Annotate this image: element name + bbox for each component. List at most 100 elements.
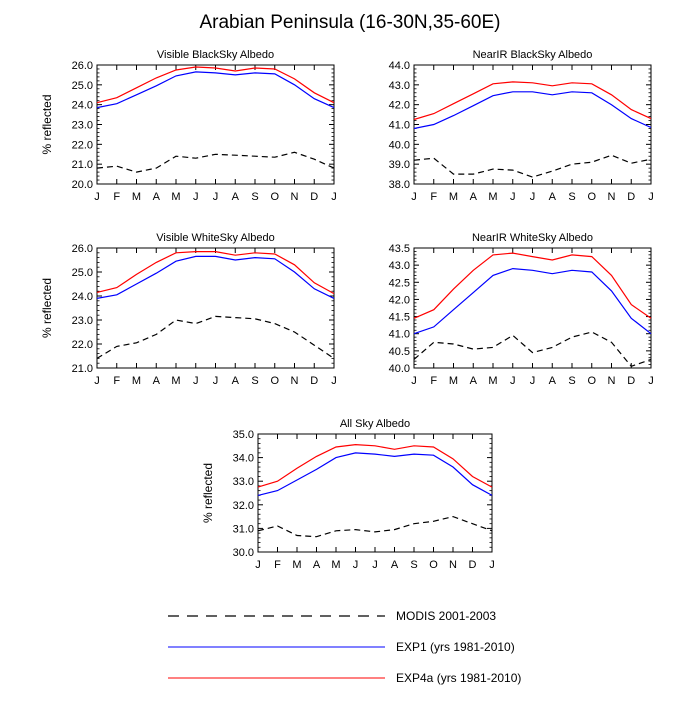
- y-tick-label: 35.0: [233, 429, 254, 441]
- x-tick-label: O: [587, 191, 596, 203]
- x-tick-label: S: [568, 375, 575, 387]
- x-tick-label: S: [410, 559, 417, 571]
- x-tick-label: M: [449, 191, 458, 203]
- y-tick-label: 20.0: [72, 179, 93, 191]
- y-tick-label: 21.0: [72, 159, 93, 171]
- x-tick-label: N: [291, 375, 299, 387]
- x-tick-label: M: [171, 191, 180, 203]
- x-tick-label: J: [213, 191, 219, 203]
- series-line-modis: [96, 151, 335, 173]
- x-tick-label: A: [232, 375, 240, 387]
- y-tick-label: 40.0: [389, 139, 410, 151]
- x-tick-label: O: [587, 375, 596, 387]
- x-tick-label: A: [153, 191, 161, 203]
- y-tick-label: 24.0: [72, 100, 93, 112]
- series-line-exp4a: [413, 81, 652, 121]
- x-tick-label: A: [391, 559, 399, 571]
- x-tick-label: J: [510, 375, 516, 387]
- y-tick-label: 43.0: [389, 80, 410, 92]
- panel-title: NearIR BlackSky Albedo: [473, 49, 593, 61]
- series-line-exp4a: [257, 443, 493, 488]
- x-tick-label: O: [270, 191, 279, 203]
- y-tick-label: 39.0: [389, 159, 410, 171]
- y-tick-label: 41.0: [389, 120, 410, 132]
- series-line-modis: [413, 331, 652, 368]
- y-tick-label: 42.0: [389, 294, 410, 306]
- y-tick-label: 42.0: [389, 100, 410, 112]
- x-tick-label: S: [251, 191, 258, 203]
- x-tick-label: F: [430, 191, 437, 203]
- y-tick-label: 23.0: [72, 315, 93, 327]
- y-tick-label: 24.0: [72, 291, 93, 303]
- x-tick-label: D: [310, 191, 318, 203]
- x-tick-label: N: [608, 375, 616, 387]
- y-tick-label: 38.0: [389, 179, 410, 191]
- y-tick-label: 22.0: [72, 139, 93, 151]
- y-tick-label: 43.0: [389, 260, 410, 272]
- panel-2: NearIR BlackSky Albedo 38.0 39.0 40.0 41.0 42…: [389, 49, 654, 203]
- x-tick-label: S: [568, 191, 575, 203]
- x-tick-label: J: [530, 375, 536, 387]
- panel-4: NearIR WhiteSky Albedo 40.0 40.5 41.0 41.5 42…: [389, 232, 654, 387]
- plot-frame: [413, 247, 652, 369]
- y-axis-label: % reflected: [40, 278, 54, 338]
- x-tick-label: J: [331, 191, 337, 203]
- y-tick-label: 41.5: [389, 312, 410, 324]
- panel-title: NearIR WhiteSky Albedo: [472, 232, 593, 244]
- panel-1: Visible BlackSky Albedo 20.0 21.0 22.0 23.0 2…: [40, 49, 337, 203]
- y-tick-label: 44.0: [389, 60, 410, 72]
- series-line-exp4a: [413, 252, 652, 319]
- y-tick-label: 26.0: [72, 243, 93, 255]
- x-tick-label: A: [470, 191, 478, 203]
- y-tick-label: 25.0: [72, 80, 93, 92]
- series-line-exp1: [257, 452, 493, 496]
- x-tick-label: M: [292, 559, 301, 571]
- x-tick-label: J: [648, 191, 654, 203]
- series-line-exp1: [96, 71, 335, 109]
- x-tick-label: A: [153, 375, 161, 387]
- x-tick-label: N: [449, 559, 457, 571]
- x-tick-label: O: [429, 559, 438, 571]
- x-tick-label: J: [411, 375, 417, 387]
- series-line-exp4a: [96, 251, 335, 295]
- plot-frame: [257, 433, 493, 553]
- y-axis-label: % reflected: [201, 463, 215, 523]
- y-tick-label: 41.0: [389, 329, 410, 341]
- y-tick-label: 30.0: [233, 547, 254, 559]
- x-tick-label: M: [132, 191, 141, 203]
- x-tick-label: J: [411, 191, 417, 203]
- x-tick-label: M: [171, 375, 180, 387]
- figure-title: Arabian Peninsula (16-30N,35-60E): [199, 12, 501, 33]
- series-line-exp4a: [96, 66, 335, 104]
- x-tick-label: F: [113, 375, 120, 387]
- x-tick-label: M: [488, 191, 497, 203]
- series-line-modis: [257, 515, 493, 538]
- plot-frame: [96, 64, 335, 185]
- x-tick-label: A: [313, 559, 321, 571]
- x-tick-label: F: [274, 559, 281, 571]
- y-tick-label: 32.0: [233, 500, 254, 512]
- x-tick-label: J: [331, 375, 337, 387]
- series-line-exp1: [96, 255, 335, 299]
- x-tick-label: F: [113, 191, 120, 203]
- x-tick-label: A: [470, 375, 478, 387]
- y-tick-label: 25.0: [72, 267, 93, 279]
- x-tick-label: D: [627, 375, 635, 387]
- x-tick-label: M: [331, 559, 340, 571]
- series-line-modis: [96, 315, 335, 359]
- legend: MODIS 2001-2003 EXP1 (yrs 1981-2010) EXP4a…: [168, 609, 521, 685]
- y-tick-label: 34.0: [233, 453, 254, 465]
- x-tick-label: A: [549, 375, 557, 387]
- x-tick-label: J: [372, 559, 378, 571]
- x-tick-label: J: [193, 375, 199, 387]
- y-tick-label: 23.0: [72, 120, 93, 132]
- x-tick-label: N: [608, 191, 616, 203]
- panel-title: Visible WhiteSky Albedo: [156, 232, 274, 244]
- panel-5: All Sky Albedo 30.0 31.0 32.0 33.0 34.0 35.0 J F…: [201, 418, 495, 571]
- x-tick-label: J: [648, 375, 654, 387]
- x-tick-label: A: [549, 191, 557, 203]
- x-tick-label: F: [430, 375, 437, 387]
- x-tick-label: J: [489, 559, 495, 571]
